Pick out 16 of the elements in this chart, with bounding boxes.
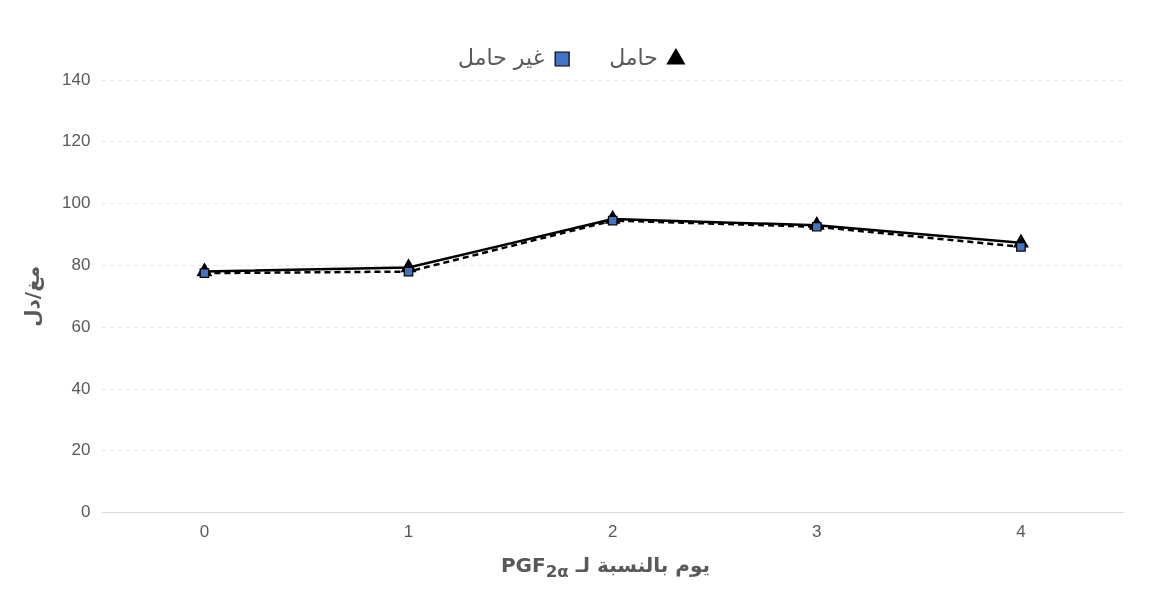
y-tick-label: 100 — [61, 193, 91, 213]
x-tick-label: 1 — [403, 522, 414, 542]
x-tick-label: 4 — [1016, 522, 1026, 542]
y-tick-label: 0 — [80, 502, 91, 522]
x-tick-label: 3 — [812, 522, 822, 542]
y-tick-label: 120 — [61, 131, 91, 151]
legend-label: حامل — [609, 44, 658, 70]
x-tick-label: 0 — [199, 522, 210, 542]
y-tick-label: 80 — [71, 255, 91, 275]
y-axis-title: مغ/دل — [20, 265, 45, 327]
y-tick-label: 140 — [61, 69, 91, 89]
y-tick-label: 20 — [71, 440, 91, 460]
x-tick-label: 2 — [607, 522, 618, 542]
legend-label: غير حامل — [458, 44, 545, 70]
y-tick-label: 60 — [71, 316, 91, 336]
y-tick-label: 40 — [71, 378, 91, 398]
